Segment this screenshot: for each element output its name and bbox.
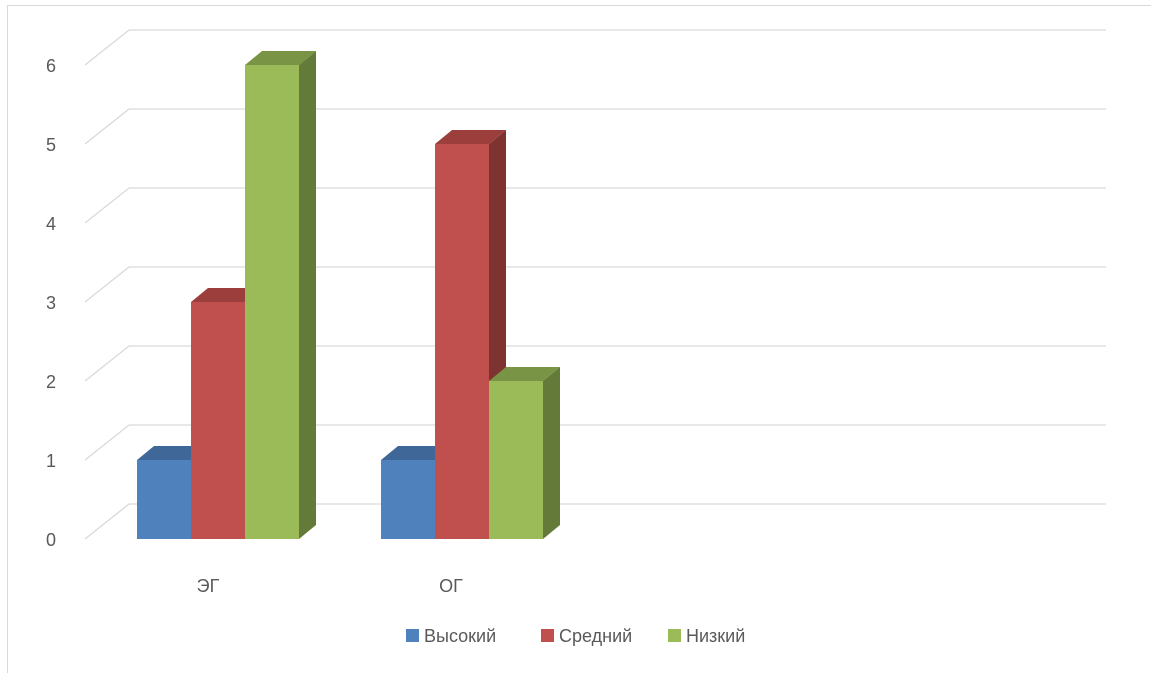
gridline-diagonal xyxy=(84,266,130,303)
bars xyxy=(137,51,560,539)
legend-swatch xyxy=(668,629,681,642)
x-axis-categories: ЭГ ОГ xyxy=(197,576,463,596)
legend-label: Низкий xyxy=(686,626,745,646)
gridline-diagonal xyxy=(84,108,130,145)
legend-label: Средний xyxy=(559,626,632,646)
bar-top xyxy=(245,51,316,65)
gridline-diagonal xyxy=(84,29,130,66)
y-tick-label: 1 xyxy=(46,451,56,471)
bar-chart: 0 1 2 3 4 5 6 ЭГ ОГ Высокий Средний Низкий xyxy=(46,29,1106,646)
bar-front xyxy=(191,302,245,539)
category-label: ОГ xyxy=(439,576,463,596)
y-tick-label: 4 xyxy=(46,214,56,234)
y-tick-label: 2 xyxy=(46,372,56,392)
legend-swatch xyxy=(541,629,554,642)
bar-front xyxy=(381,460,435,539)
bar-top xyxy=(137,446,208,460)
chart-frame: 0 1 2 3 4 5 6 ЭГ ОГ Высокий Средний Низкий xyxy=(7,5,1151,673)
bar-front xyxy=(137,460,191,539)
bar-top xyxy=(435,130,506,144)
legend-swatch xyxy=(406,629,419,642)
category-label: ЭГ xyxy=(197,576,220,596)
gridline-diagonal xyxy=(84,345,130,382)
legend-item: Низкий xyxy=(668,626,745,646)
bar-top xyxy=(489,367,560,381)
bar-side xyxy=(299,51,316,539)
bar-front xyxy=(435,144,489,539)
gridline-diagonal xyxy=(84,187,130,224)
bar-front xyxy=(245,65,299,539)
y-tick-label: 0 xyxy=(46,530,56,550)
legend-label: Высокий xyxy=(424,626,496,646)
gridline-diagonal xyxy=(84,503,130,540)
bar xyxy=(245,51,316,539)
y-tick-label: 3 xyxy=(46,293,56,313)
legend-item: Средний xyxy=(541,626,632,646)
bar-front xyxy=(489,381,543,539)
bar-side xyxy=(543,367,560,539)
legend: Высокий Средний Низкий xyxy=(406,626,745,646)
y-tick-label: 5 xyxy=(46,135,56,155)
y-tick-label: 6 xyxy=(46,56,56,76)
bar-top xyxy=(191,288,262,302)
bar-top xyxy=(381,446,452,460)
y-axis-ticks: 0 1 2 3 4 5 6 xyxy=(46,56,56,550)
gridline-diagonal xyxy=(84,424,130,461)
bar xyxy=(489,367,560,539)
legend-item: Высокий xyxy=(406,626,496,646)
